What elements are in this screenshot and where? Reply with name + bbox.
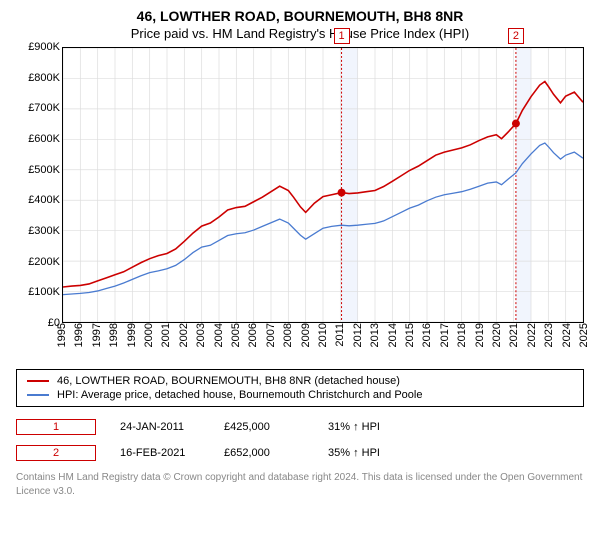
sale-row: 1 24-JAN-2011 £425,000 31% ↑ HPI: [16, 417, 584, 443]
x-tick-label: 2011: [334, 323, 346, 347]
chart-svg: [63, 48, 583, 322]
sale-marker: 2: [16, 445, 96, 461]
title-sub: Price paid vs. HM Land Registry's House …: [16, 26, 584, 41]
x-tick-label: 2022: [526, 323, 538, 347]
x-tick-label: 2012: [352, 323, 364, 347]
title-main: 46, LOWTHER ROAD, BOURNEMOUTH, BH8 8NR: [16, 8, 584, 24]
sale-price: £425,000: [224, 421, 304, 433]
legend-swatch: [27, 394, 49, 396]
x-tick-label: 2023: [543, 323, 555, 347]
y-tick-label: £700K: [28, 102, 60, 114]
x-tick-label: 1998: [108, 323, 120, 347]
legend-label: 46, LOWTHER ROAD, BOURNEMOUTH, BH8 8NR (…: [57, 375, 400, 387]
x-tick-label: 2006: [247, 323, 259, 347]
y-axis: £0£100K£200K£300K£400K£500K£600K£700K£80…: [16, 47, 62, 323]
x-tick-label: 2016: [421, 323, 433, 347]
x-tick-label: 2001: [160, 323, 172, 347]
legend-swatch: [27, 380, 49, 382]
x-tick-label: 2007: [265, 323, 277, 347]
chart-marker-1: 1: [334, 28, 350, 44]
sale-vs-hpi: 35% ↑ HPI: [328, 447, 408, 459]
sales-table: 1 24-JAN-2011 £425,000 31% ↑ HPI 2 16-FEB-202…: [16, 417, 584, 469]
sale-date: 16-FEB-2021: [120, 447, 200, 459]
x-tick-label: 1999: [126, 323, 138, 347]
chart-marker-2: 2: [508, 28, 524, 44]
x-tick-label: 2019: [474, 323, 486, 347]
x-tick-label: 2010: [317, 323, 329, 347]
plot-area: 12: [62, 47, 584, 323]
x-tick-label: 2025: [578, 323, 590, 347]
x-tick-label: 2005: [230, 323, 242, 347]
x-tick-label: 2021: [508, 323, 520, 347]
legend-item: HPI: Average price, detached house, Bour…: [27, 388, 573, 402]
x-tick-label: 1997: [91, 323, 103, 347]
sale-marker: 1: [16, 419, 96, 435]
figure: 46, LOWTHER ROAD, BOURNEMOUTH, BH8 8NR P…: [0, 0, 600, 560]
y-tick-label: £400K: [28, 194, 60, 206]
x-tick-label: 2009: [300, 323, 312, 347]
y-tick-label: £500K: [28, 164, 60, 176]
x-tick-label: 2018: [456, 323, 468, 347]
sale-vs-hpi: 31% ↑ HPI: [328, 421, 408, 433]
y-tick-label: £900K: [28, 41, 60, 53]
x-tick-label: 2015: [404, 323, 416, 347]
sale-date: 24-JAN-2011: [120, 421, 200, 433]
legend: 46, LOWTHER ROAD, BOURNEMOUTH, BH8 8NR (…: [16, 369, 584, 407]
x-axis: 1995199619971998199920002001200220032004…: [62, 323, 584, 365]
y-tick-label: £800K: [28, 72, 60, 84]
license-text: Contains HM Land Registry data © Crown c…: [16, 471, 584, 498]
x-tick-label: 1996: [73, 323, 85, 347]
sale-row: 2 16-FEB-2021 £652,000 35% ↑ HPI: [16, 443, 584, 469]
x-tick-label: 2003: [195, 323, 207, 347]
sale-price: £652,000: [224, 447, 304, 459]
legend-label: HPI: Average price, detached house, Bour…: [57, 389, 422, 401]
legend-item: 46, LOWTHER ROAD, BOURNEMOUTH, BH8 8NR (…: [27, 374, 573, 388]
x-tick-label: 2000: [143, 323, 155, 347]
x-tick-label: 2017: [439, 323, 451, 347]
x-tick-label: 2013: [369, 323, 381, 347]
x-tick-label: 2020: [491, 323, 503, 347]
x-tick-label: 2004: [213, 323, 225, 347]
y-tick-label: £100K: [28, 286, 60, 298]
x-tick-label: 2008: [282, 323, 294, 347]
plot-wrap: £0£100K£200K£300K£400K£500K£600K£700K£80…: [16, 47, 584, 323]
x-tick-label: 2024: [561, 323, 573, 347]
y-tick-label: £600K: [28, 133, 60, 145]
x-tick-label: 2014: [387, 323, 399, 347]
y-tick-label: £200K: [28, 256, 60, 268]
x-tick-label: 2002: [178, 323, 190, 347]
y-tick-label: £300K: [28, 225, 60, 237]
x-tick-label: 1995: [56, 323, 68, 347]
